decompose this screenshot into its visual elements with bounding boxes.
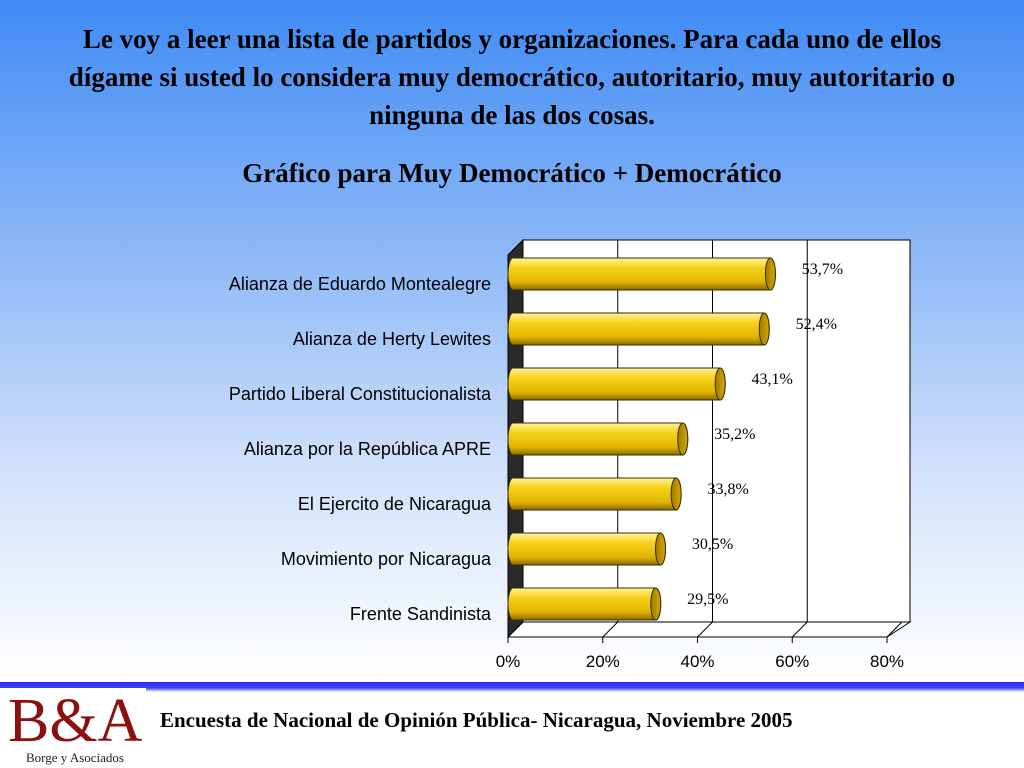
x-tick-label: 80%: [870, 652, 904, 671]
floor-gridline: [886, 621, 903, 638]
data-label: 29,5%: [687, 591, 728, 608]
bar: [507, 257, 776, 291]
bar-cap: [670, 477, 682, 511]
chart-subtitle: Gráfico para Muy Democrático + Democráti…: [242, 158, 782, 188]
bar: [507, 367, 726, 401]
bar-cap: [764, 257, 776, 291]
x-tick-label: 0%: [496, 652, 521, 671]
bar-cap: [650, 587, 662, 621]
bar: [507, 532, 666, 566]
data-label: 43,1%: [752, 371, 793, 388]
bar: [507, 312, 770, 346]
bar-cap: [758, 312, 770, 346]
plot-floor: [506, 621, 912, 638]
category-label: Movimiento por Nicaragua: [281, 549, 492, 569]
category-label: Alianza de Eduardo Montealegre: [229, 274, 491, 294]
bar: [507, 477, 682, 511]
floor-gridline: [507, 621, 524, 638]
category-label: El Ejercito de Nicaragua: [298, 494, 492, 514]
x-tick-label: 40%: [680, 652, 714, 671]
floor-gridline: [697, 621, 713, 638]
data-label: 33,8%: [707, 481, 748, 498]
category-label: Alianza de Herty Lewites: [293, 329, 491, 349]
data-label: 30,5%: [692, 536, 733, 553]
data-label: 52,4%: [796, 316, 837, 333]
bar-cap: [677, 422, 689, 456]
survey-footer-text: Encuesta de Nacional de Opinión Pública-…: [160, 708, 793, 732]
floor-gridline: [791, 621, 808, 638]
bar-cap: [654, 532, 666, 566]
category-label: Partido Liberal Constitucionalista: [229, 384, 492, 404]
data-label: 35,2%: [714, 426, 755, 443]
category-label: Frente Sandinista: [350, 604, 492, 624]
x-tick-label: 60%: [775, 652, 809, 671]
floor-gridline: [602, 621, 619, 638]
bar-chart: 0% 20% 40% 60% 80% Alianza de Eduardo Monteal…: [229, 238, 912, 671]
page-title: Le voy a leer una lista de partidos y or…: [68, 24, 956, 130]
footer-band: [0, 682, 1024, 768]
logo-box: [0, 688, 146, 768]
x-tick-label: 20%: [586, 652, 620, 671]
bar: [507, 587, 662, 621]
data-label: 53,7%: [802, 261, 843, 278]
company-logo-subtitle: Borge y Asociados: [26, 750, 124, 765]
company-logo: B&A: [8, 687, 143, 755]
bar-cap: [714, 367, 726, 401]
bar: [507, 422, 689, 456]
category-label: Alianza por la República APRE: [244, 439, 491, 459]
